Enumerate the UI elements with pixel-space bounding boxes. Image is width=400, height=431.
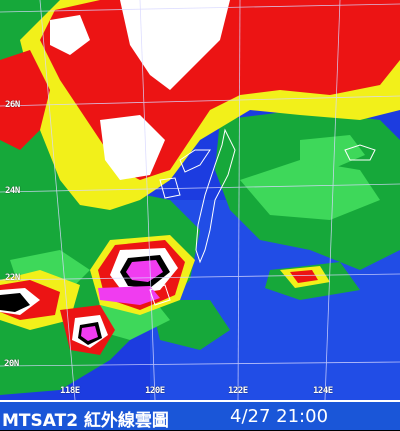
image-title: MTSAT2 紅外線雲圖 (2, 411, 169, 431)
longitude-label-120e: 120E (145, 386, 165, 396)
longitude-label-122e: 122E (228, 386, 248, 396)
latitude-label-22n: 22N (5, 273, 20, 283)
longitude-label-124e: 124E (313, 386, 333, 396)
coastline-outlines (149, 128, 376, 306)
observation-timestamp: 4/27 21:00 (230, 406, 329, 427)
infrared-cloud-map (0, 0, 400, 400)
latitude-label-20n: 20N (4, 359, 19, 369)
longitude-label-118e: 118E (60, 386, 80, 396)
convective-core-magenta-layer (81, 260, 163, 341)
latitude-label-24n: 24N (5, 186, 20, 196)
grid-lines (0, 0, 400, 400)
caption-bar: MTSAT2 紅外線雲圖 4/27 21:00 (0, 400, 400, 431)
latitude-label-26n: 26N (5, 100, 20, 110)
